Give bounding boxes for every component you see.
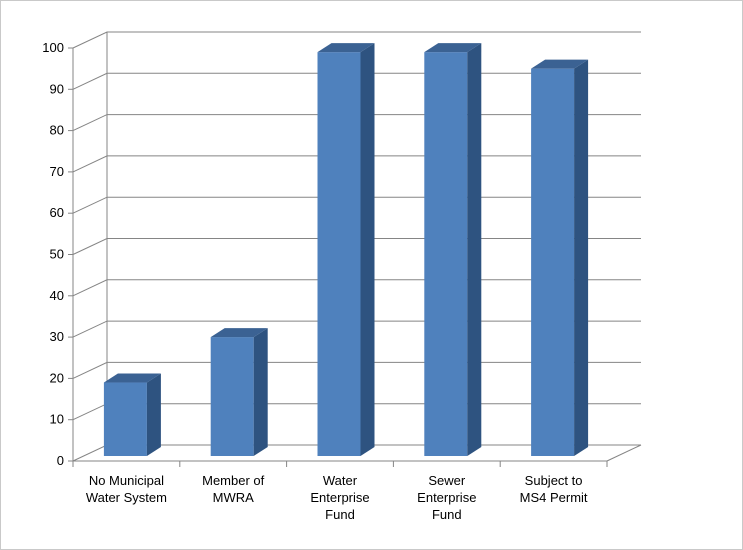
x-axis-category-labels: No Municipal Water System Member of MWRA Wat… — [86, 473, 588, 522]
x-category-label: Water Enterprise Fund — [310, 473, 369, 522]
x-category-label: No Municipal Water System — [86, 473, 167, 505]
x-category-label: Sewer Enterprise Fund — [417, 473, 476, 522]
x-category-label: Member of MWRA — [202, 473, 265, 505]
y-tick-label: 80 — [50, 123, 64, 138]
y-tick-label: 40 — [50, 288, 64, 303]
y-tick-label: 30 — [50, 329, 64, 344]
floor-edge — [606, 444, 642, 462]
y-tick-label: 70 — [50, 164, 64, 179]
y-tick-label: 90 — [50, 81, 64, 96]
x-category-label: Subject to MS4 Permit — [520, 473, 588, 505]
y-tick-label: 0 — [57, 453, 64, 468]
bar — [103, 373, 161, 456]
y-tick-label: 60 — [50, 205, 64, 220]
y-tick-label: 50 — [50, 247, 64, 262]
y-axis-tick-labels: 0 10 20 30 40 50 60 70 80 90 100 — [42, 40, 64, 468]
bars — [103, 43, 589, 457]
bar — [317, 43, 375, 456]
bar — [531, 59, 589, 457]
y-tick-label: 20 — [50, 370, 64, 385]
y-tick-label: 100 — [42, 40, 64, 55]
y-tick-label: 10 — [50, 412, 64, 427]
bar — [210, 328, 268, 456]
bar — [424, 43, 482, 456]
axes — [68, 32, 642, 467]
